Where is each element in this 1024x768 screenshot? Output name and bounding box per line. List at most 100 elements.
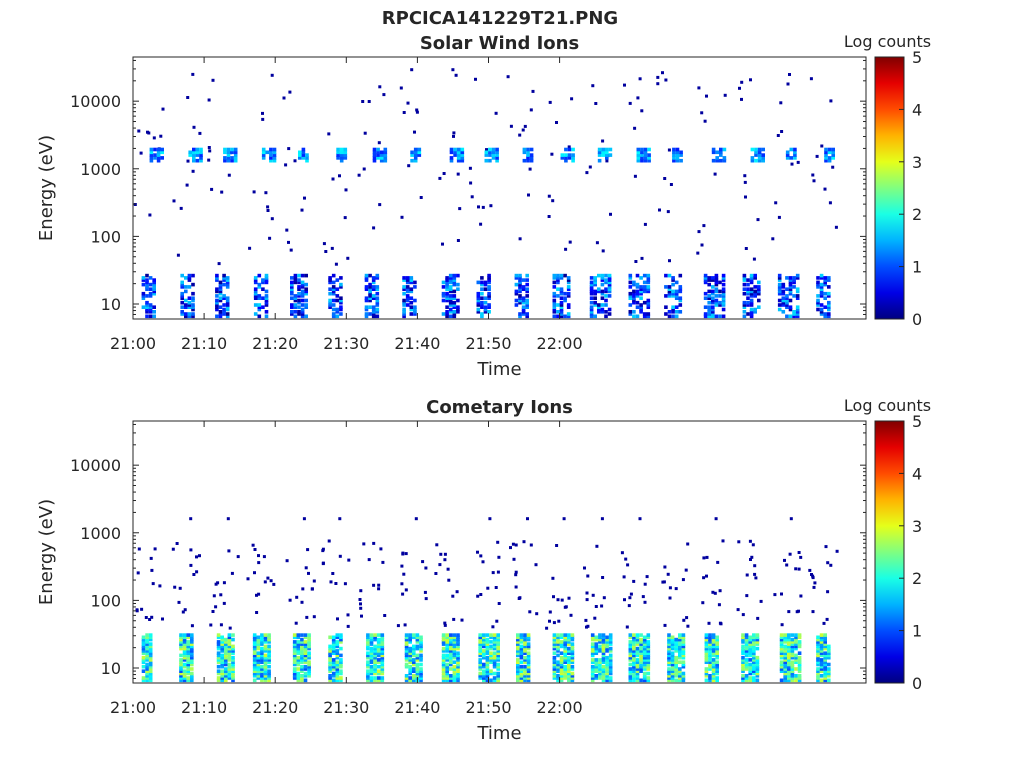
heatmap-cell bbox=[635, 669, 640, 673]
heatmap-cell bbox=[478, 676, 482, 680]
heatmap-cell bbox=[222, 278, 226, 282]
heatmap-cell bbox=[794, 642, 798, 646]
heatmap-cell bbox=[456, 298, 460, 303]
heatmap-cell bbox=[215, 298, 219, 303]
heatmap-cell bbox=[526, 655, 531, 660]
heatmap-cell bbox=[745, 594, 749, 598]
heatmap-cell bbox=[790, 671, 795, 676]
heatmap-cell bbox=[823, 676, 827, 680]
heatmap-cell bbox=[639, 662, 643, 667]
heatmap-cell bbox=[331, 678, 336, 683]
heatmap-cell bbox=[639, 667, 643, 671]
heatmap-cell bbox=[523, 669, 527, 673]
heatmap-cell bbox=[476, 307, 481, 312]
heatmap-cell bbox=[593, 276, 597, 280]
heatmap-cell bbox=[231, 633, 235, 637]
heatmap-cell bbox=[494, 111, 498, 115]
heatmap-cell bbox=[670, 664, 675, 669]
heatmap-cell bbox=[328, 276, 332, 280]
heatmap-cell bbox=[643, 222, 647, 226]
heatmap-cell bbox=[297, 298, 301, 303]
heatmap-cell bbox=[141, 676, 146, 680]
x-axis-label: Time bbox=[476, 359, 521, 380]
heatmap-cell bbox=[711, 678, 716, 683]
heatmap-cell bbox=[523, 637, 527, 642]
heatmap-cell bbox=[379, 156, 384, 160]
heatmap-cell bbox=[300, 307, 305, 312]
heatmap-cell bbox=[182, 674, 187, 678]
heatmap-cell bbox=[589, 291, 594, 296]
heatmap-cell bbox=[681, 651, 686, 655]
heatmap-cell bbox=[369, 664, 374, 669]
heatmap-cell bbox=[298, 153, 302, 157]
heatmap-cell bbox=[608, 667, 613, 671]
heatmap-cell bbox=[182, 637, 187, 642]
heatmap-cell bbox=[296, 635, 301, 640]
heatmap-cell bbox=[225, 300, 230, 305]
heatmap-cell bbox=[711, 278, 715, 282]
heatmap-cell bbox=[303, 664, 308, 669]
heatmap-cell bbox=[331, 314, 336, 319]
heatmap-cell bbox=[186, 664, 190, 669]
heatmap-cell bbox=[523, 671, 527, 676]
heatmap-cell bbox=[523, 674, 527, 678]
heatmap-cell bbox=[408, 633, 412, 637]
heatmap-cell bbox=[478, 667, 482, 671]
heatmap-cell bbox=[148, 660, 153, 664]
heatmap-cell bbox=[364, 298, 369, 303]
heatmap-cell bbox=[369, 653, 374, 658]
heatmap-cell bbox=[456, 644, 460, 649]
heatmap-cell bbox=[263, 653, 268, 658]
heatmap-cell bbox=[224, 637, 228, 642]
heatmap-cell bbox=[601, 667, 606, 671]
heatmap-cell bbox=[646, 312, 651, 316]
heatmap-cell bbox=[607, 285, 612, 289]
heatmap-cell bbox=[781, 282, 786, 287]
heatmap-cell bbox=[794, 646, 798, 651]
heatmap-cell bbox=[594, 644, 599, 649]
heatmap-cell bbox=[366, 655, 370, 660]
heatmap-cell bbox=[608, 637, 613, 642]
heatmap-cell bbox=[252, 662, 257, 667]
heatmap-cell bbox=[303, 651, 308, 655]
heatmap-cell bbox=[263, 649, 268, 653]
heatmap-cell bbox=[601, 640, 606, 644]
heatmap-cell bbox=[703, 119, 707, 123]
heatmap-cell bbox=[642, 678, 647, 683]
heatmap-cell bbox=[559, 676, 564, 680]
heatmap-cell bbox=[190, 649, 194, 653]
heatmap-cell bbox=[598, 674, 602, 678]
heatmap-cell bbox=[678, 642, 682, 646]
heatmap-cell bbox=[674, 660, 678, 664]
heatmap-cell bbox=[141, 646, 146, 651]
heatmap-cell bbox=[335, 307, 340, 312]
heatmap-cell bbox=[636, 158, 641, 163]
heatmap-cell bbox=[272, 147, 277, 152]
heatmap-cell bbox=[827, 644, 831, 649]
heatmap-cell bbox=[703, 280, 708, 285]
heatmap-cell bbox=[787, 651, 791, 655]
heatmap-cell bbox=[779, 633, 784, 637]
heatmap-cell bbox=[222, 303, 226, 307]
heatmap-cell bbox=[373, 635, 377, 640]
heatmap-cell bbox=[141, 637, 146, 642]
heatmap-cell bbox=[780, 623, 784, 627]
heatmap-cell bbox=[225, 307, 230, 312]
heatmap-cell bbox=[452, 640, 457, 644]
heatmap-cell bbox=[523, 633, 527, 637]
heatmap-cell bbox=[145, 669, 149, 673]
heatmap-cell bbox=[783, 653, 787, 658]
heatmap-cell bbox=[476, 550, 479, 554]
heatmap-cell bbox=[831, 156, 835, 160]
heatmap-cell bbox=[600, 604, 604, 608]
heatmap-cell bbox=[331, 177, 335, 181]
heatmap-cell bbox=[718, 280, 722, 285]
heatmap-cell bbox=[518, 287, 522, 291]
heatmap-cell bbox=[635, 651, 640, 655]
heatmap-cell bbox=[252, 646, 257, 651]
heatmap-cell bbox=[184, 314, 188, 319]
heatmap-cell bbox=[635, 285, 640, 289]
heatmap-cell bbox=[795, 296, 800, 300]
heatmap-cell bbox=[191, 72, 195, 76]
heatmap-cell bbox=[183, 608, 187, 612]
